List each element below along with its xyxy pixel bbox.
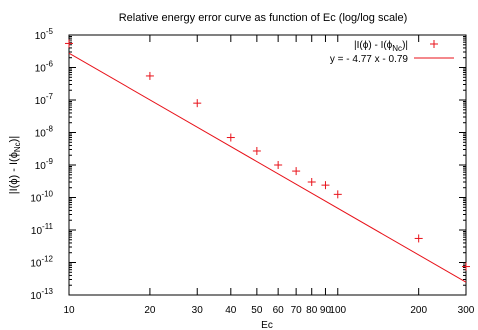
y-tick-exponent: -5 <box>46 27 54 36</box>
y-tick-base: 10 <box>35 64 47 75</box>
legend: |I(ϕ) - I(ϕNc)| y = - 4.77 x - 0.79 <box>330 40 454 65</box>
y-tick-label: 10-12 <box>30 255 53 270</box>
x-axis-label: Ec <box>261 320 273 330</box>
data-point <box>226 133 235 142</box>
y-tick-exponent: -8 <box>46 125 54 134</box>
y-axis-label: |I(ϕ) - I(ϕNc)| <box>8 136 22 194</box>
legend-points-main: |I(ϕ) - I(ϕ <box>354 40 393 51</box>
data-points-group <box>65 39 470 271</box>
plot-frame <box>68 34 467 296</box>
legend-points-tail: )| <box>402 40 408 51</box>
x-tick-label: 10 <box>63 305 75 316</box>
data-point <box>414 234 423 243</box>
y-tick-label: 10-5 <box>35 27 54 42</box>
y-tick-base: 10 <box>30 259 42 270</box>
data-point <box>193 99 202 108</box>
x-tick-label: 90 <box>320 305 332 316</box>
x-tick-label: 60 <box>273 305 285 316</box>
y-tick-base: 10 <box>35 96 47 107</box>
fit-line-group <box>68 52 467 283</box>
y-tick-label: 10-7 <box>35 92 54 107</box>
data-point <box>274 161 283 169</box>
data-point <box>65 39 73 48</box>
x-tick-label: 50 <box>251 305 263 316</box>
y-tick-label: 10-8 <box>35 125 54 140</box>
y-tick-label: 10-13 <box>30 287 53 302</box>
y-tick-base: 10 <box>35 31 47 42</box>
data-point <box>321 181 330 190</box>
y-tick-label: 10-6 <box>35 60 54 75</box>
legend-points-sub: Nc <box>392 44 402 53</box>
x-tick-label: 40 <box>225 305 237 316</box>
y-tick-exponent: -9 <box>46 157 54 166</box>
y-tick-base: 10 <box>30 194 42 205</box>
x-tick-label: 100 <box>329 305 346 316</box>
x-tick-label: 200 <box>410 305 427 316</box>
y-tick-exponent: -11 <box>42 222 54 231</box>
data-point <box>307 177 316 186</box>
y-tick-base: 10 <box>30 291 42 302</box>
data-point <box>333 190 342 199</box>
y-tick-exponent: -7 <box>46 92 54 101</box>
y-tick-exponent: -12 <box>41 255 53 264</box>
y-axis-label-main: |I(ϕ) - I(ϕ <box>8 152 20 194</box>
chart-title: Relative energy error curve as function … <box>119 12 408 24</box>
x-tick-label: 80 <box>306 305 318 316</box>
y-axis-label-sub: Nc <box>13 142 22 152</box>
legend-label-points: |I(ϕ) - I(ϕNc)| <box>354 40 408 53</box>
data-point <box>292 167 301 176</box>
y-tick-base: 10 <box>35 161 47 172</box>
y-tick-base: 10 <box>31 226 43 237</box>
y-tick-exponent: -13 <box>41 287 53 296</box>
legend-label-fit: y = - 4.77 x - 0.79 <box>330 54 409 65</box>
x-tick-label: 70 <box>291 305 303 316</box>
legend-marker-plus <box>430 40 438 48</box>
fit-line <box>68 52 467 283</box>
data-point <box>145 71 154 80</box>
y-tick-base: 10 <box>35 129 47 140</box>
x-tick-label: 300 <box>458 305 475 316</box>
y-tick-exponent: -6 <box>46 60 54 69</box>
data-point <box>462 262 470 271</box>
y-axis-label-tail: )| <box>8 136 20 143</box>
y-tick-label: 10-11 <box>31 222 54 237</box>
x-tick-label: 30 <box>192 305 204 316</box>
y-tick-label: 10-9 <box>35 157 54 172</box>
y-tick-label: 10-10 <box>30 190 53 205</box>
x-tick-label: 20 <box>144 305 156 316</box>
data-point <box>252 146 261 155</box>
y-tick-exponent: -10 <box>41 190 53 199</box>
